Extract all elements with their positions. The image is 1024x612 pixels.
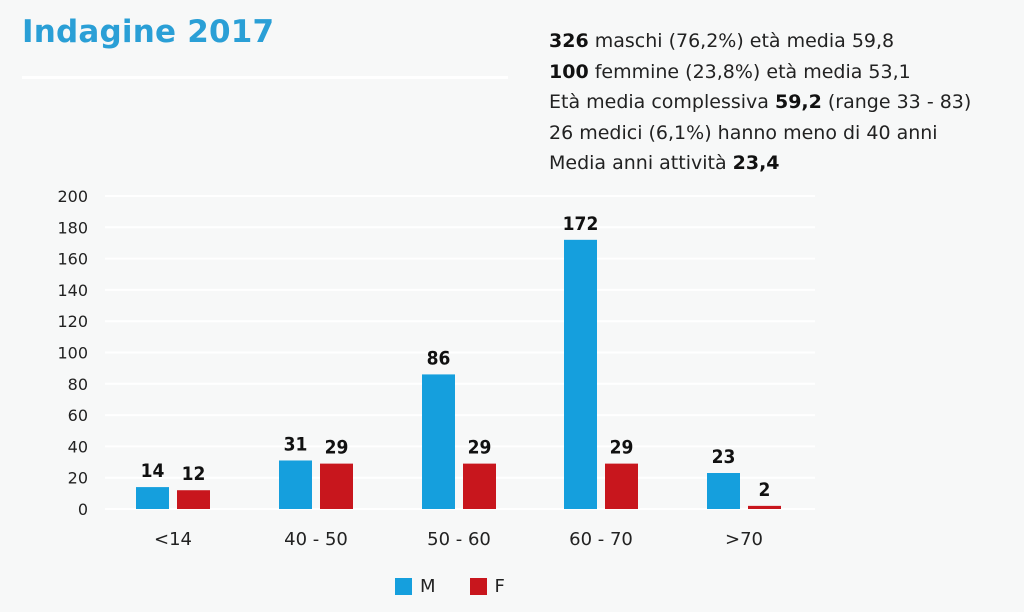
bar-f-2: [463, 463, 496, 509]
stat-line-females: 100 femmine (23,8%) età media 53,1: [549, 60, 911, 83]
y-tick-label-0: 0: [78, 500, 88, 519]
data-label-m-1: 31: [284, 433, 308, 455]
stat-line-mean-age: Età media complessiva 59,2 (range 33 - 8…: [549, 91, 972, 113]
data-label-m-2: 86: [427, 347, 451, 369]
data-label-f-3: 29: [610, 437, 634, 459]
y-tick-label-180: 180: [57, 218, 88, 237]
bar-f-1: [320, 463, 353, 509]
data-label-m-3: 172: [563, 213, 599, 235]
bar-m-1: [279, 460, 312, 509]
data-label-f-0: 12: [182, 463, 206, 485]
data-label-f-1: 29: [325, 437, 349, 459]
x-tick-label-0: <14: [154, 529, 192, 550]
legend-swatch-f: [469, 578, 487, 595]
y-tick-label-200: 200: [57, 187, 88, 206]
bar-m-0: [136, 487, 169, 509]
bar-m-3: [564, 239, 597, 509]
stat-line-males: 326 maschi (76,2%) età media 59,8: [549, 30, 895, 52]
legend-label-m: M: [420, 576, 436, 597]
legend-label-f: F: [494, 576, 505, 597]
data-label-f-4: 2: [759, 479, 771, 501]
y-tick-label-120: 120: [57, 312, 88, 331]
title-underline: [22, 76, 508, 79]
bar-m-2: [422, 374, 455, 509]
bar-f-3: [605, 463, 638, 509]
data-label-m-4: 23: [712, 446, 736, 468]
bar-f-4: [748, 505, 781, 509]
chart-title: Indagine 2017: [22, 14, 275, 50]
summary-stats: 326 maschi (76,2%) età media 59,8 100 fe…: [549, 26, 971, 179]
x-tick-label-3: 60 - 70: [569, 529, 633, 550]
data-label-m-0: 14: [141, 460, 165, 482]
y-tick-label-100: 100: [57, 344, 88, 363]
x-tick-label-4: >70: [725, 529, 763, 550]
stat-line-under-40: 26 medici (6,1%) hanno meno di 40 anni: [549, 121, 938, 144]
y-tick-label-160: 160: [57, 250, 88, 269]
legend-swatch-m: [395, 578, 412, 595]
y-tick-label-40: 40: [68, 437, 88, 456]
data-label-f-2: 29: [468, 437, 492, 459]
legend: M F: [395, 576, 531, 597]
x-tick-label-2: 50 - 60: [427, 529, 491, 550]
bar-f-0: [177, 490, 210, 509]
stat-line-activity-years: Media anni attività 23,4: [549, 152, 780, 174]
y-tick-label-140: 140: [57, 281, 88, 300]
y-tick-label-20: 20: [68, 469, 88, 488]
bar-m-4: [707, 473, 740, 509]
y-tick-label-80: 80: [68, 375, 88, 394]
x-tick-label-1: 40 - 50: [284, 529, 348, 550]
y-tick-label-60: 60: [68, 406, 88, 425]
